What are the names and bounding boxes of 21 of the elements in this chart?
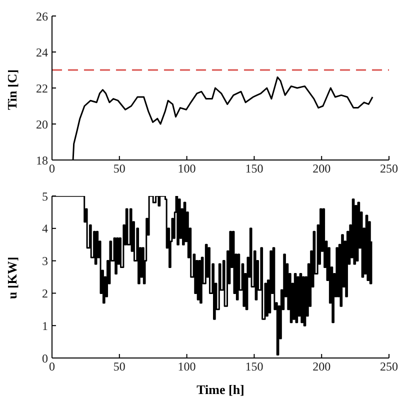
y-tick-label: 24 <box>36 45 48 60</box>
x-axis-title: Time [h] <box>196 382 244 397</box>
y-tick-label: 18 <box>36 153 48 168</box>
x-tick-label: 100 <box>178 162 196 176</box>
y-tick-label: 4 <box>42 222 48 236</box>
y-tick-label: 5 <box>42 189 48 204</box>
x-tick-label: 250 <box>380 162 398 176</box>
y-tick-label: 26 <box>36 9 48 24</box>
y-tick-label: 20 <box>36 117 48 132</box>
y-tick-label: 2 <box>42 286 48 300</box>
x-tick-label: 250 <box>380 360 398 374</box>
x-tick-label: 100 <box>178 360 196 374</box>
x-tick-label: 200 <box>312 360 331 374</box>
x-tick-label: 50 <box>113 360 126 374</box>
y-tick-label: 3 <box>42 254 48 268</box>
x-tick-label: 150 <box>245 360 264 374</box>
x-tick-label: 200 <box>312 162 331 176</box>
y-tick-label: 22 <box>36 81 48 96</box>
x-tick-label: 50 <box>113 162 126 176</box>
y-tick-label: 1 <box>42 318 48 333</box>
x-tick-label: 150 <box>245 162 264 176</box>
